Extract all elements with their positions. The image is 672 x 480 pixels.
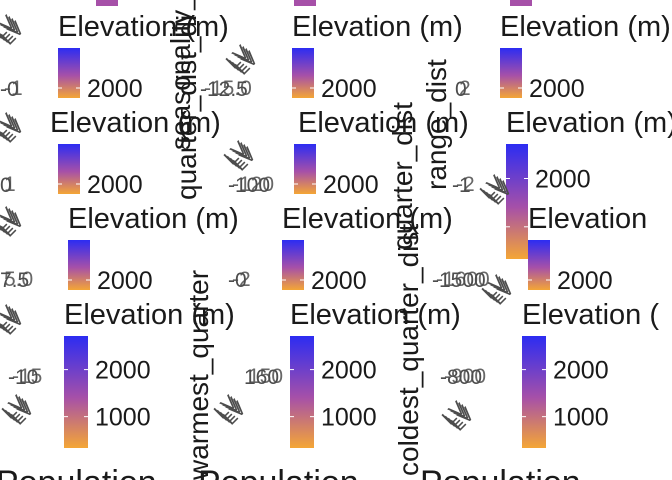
legend-title: Elevation — [528, 203, 647, 235]
legend-panel-r3c2: Elevation ( 2000 1000 -800-900 — [440, 299, 659, 448]
axis-tick-label: -0 — [228, 269, 247, 292]
colorbar — [58, 48, 80, 98]
legend-panel-r1c2: Elevation (m) 2000 -1-2 — [452, 107, 672, 259]
legend-panel-r2c1: Elevation (m) 2000 -0-2 — [228, 203, 453, 295]
axis-tick-label: -0 — [0, 78, 19, 101]
legend-panel-r0c1: Elevation (m) 2000 -12.5-15.0 — [200, 11, 463, 103]
legend-title: Elevation (m) — [68, 203, 239, 235]
colorbar — [58, 144, 80, 194]
legend-tick-label: 2000 — [535, 166, 591, 194]
colorbar — [64, 336, 88, 448]
axis-tick-label: -800 — [440, 366, 482, 389]
legend-panel-r2c0: Elevation (m) 2000 7.55.0 — [0, 203, 239, 295]
legend-tick-label: 2000 — [97, 267, 153, 295]
legend-tick-label: 1000 — [321, 404, 377, 432]
legend-panel-r3c0: Elevation (m) 2000 1000 -10-15 — [8, 299, 235, 448]
rotated-label-layer: quarter_dist_di seasonality_dist range_d… — [165, 0, 452, 480]
legend-title: Elevation (m) — [58, 11, 229, 43]
x-axis-label: Population — [420, 464, 581, 480]
axis-tick-label: 160 — [244, 366, 279, 389]
legend-tick-label: 2000 — [311, 267, 367, 295]
axis-tick-label: -120 — [232, 173, 274, 196]
rotated-label-warmest-quarter: warmest_quarter — [183, 270, 214, 480]
rotated-label-range: range_dist — [421, 59, 452, 190]
colorbar — [294, 144, 316, 194]
legend-tick-label: 2000 — [321, 75, 377, 103]
rotated-label-quarter-dist-b: quarter_dist — [387, 102, 418, 250]
legend-panel-r2c2: Elevation 2000 -1500-1600 — [432, 203, 647, 295]
legend-tick-label: 2000 — [323, 171, 379, 199]
colorbar — [68, 240, 90, 290]
legend-tick-label: 2000 — [553, 357, 609, 385]
axis-tick-label: -15.0 — [204, 77, 252, 100]
x-axis-label: Population — [0, 464, 157, 480]
axis-tick-label: -1 — [452, 174, 471, 197]
axis-tick-label: -15 — [12, 365, 42, 388]
colorbar — [506, 144, 528, 259]
legend-title: Elevation (m) — [298, 107, 469, 139]
axis-tick-label: 0 — [0, 174, 12, 197]
legend-tick-label: 1000 — [553, 404, 609, 432]
legend-title: Elevation (m) — [500, 11, 671, 43]
legend-tick-label: 2000 — [87, 171, 143, 199]
legend-title: Elevation (m) — [282, 203, 453, 235]
rotated-label-coldest-quarter: coldest_quarter_dist — [393, 224, 424, 476]
legend-panel-r0c0: Elevation (m) 2000 -0-1 — [0, 11, 229, 103]
colorbar — [282, 240, 304, 290]
legend-title: Elevation ( — [522, 299, 659, 331]
axis-tick-label: -10 — [8, 366, 38, 389]
legend-title: Elevation (m) — [50, 107, 221, 139]
colorbar — [292, 48, 314, 98]
legend-tick-label: 1000 — [95, 404, 151, 432]
legend-title: Elevation (m) — [290, 299, 461, 331]
legend-tick-label: 2000 — [321, 357, 377, 385]
axis-tick-label: 0 — [455, 78, 467, 101]
axis-tick-label: -900 — [444, 365, 486, 388]
legend-title: Elevation (m) — [64, 299, 235, 331]
axis-tick-label: -2 — [456, 173, 475, 196]
axis-tick-label: 5.0 — [4, 268, 33, 291]
legend-tick-label: 2000 — [529, 75, 585, 103]
legend-title: Elevation (m) — [292, 11, 463, 43]
axis-tick-label: -1500 — [432, 269, 486, 292]
x-axis-label: Population — [198, 464, 359, 480]
legend-tick-label: 2000 — [557, 267, 613, 295]
axis-tick-label: -1600 — [436, 268, 490, 291]
colorbar — [522, 336, 546, 448]
axis-tick-label: -100 — [228, 174, 270, 197]
axis-tick-label: -2 — [232, 268, 251, 291]
legend-panel-r0c2: Elevation (m) 2000 02 — [455, 11, 671, 103]
axis-tick-label: 7.5 — [0, 269, 29, 292]
rotated-label-seasonality: seasonality_dist — [165, 0, 196, 150]
rotated-label-quarter-dist-a: quarter_dist_di — [171, 15, 202, 200]
axis-tick-label: 150 — [248, 365, 283, 388]
axis-tick-label: -12.5 — [200, 78, 248, 101]
legend-tick-label: 2000 — [95, 357, 151, 385]
colorbar — [290, 336, 314, 448]
legend-title: Elevation (m) — [506, 107, 672, 139]
axis-tick-label: 1 — [4, 173, 16, 196]
legend-panel-r1c0: Elevation (m) 2000 01 — [0, 107, 221, 199]
top-partial-strip — [96, 0, 532, 6]
legend-panel-r1c1: Elevation (m) 2000 -100-120 — [228, 107, 469, 199]
legend-tick-label: 2000 — [87, 75, 143, 103]
axis-tick-label: 2 — [459, 77, 471, 100]
colorbar — [500, 48, 522, 98]
x-axis-label-layer: Population Population Population — [0, 464, 581, 480]
axis-tick-label: -1 — [4, 77, 23, 100]
colorbar — [528, 240, 550, 290]
